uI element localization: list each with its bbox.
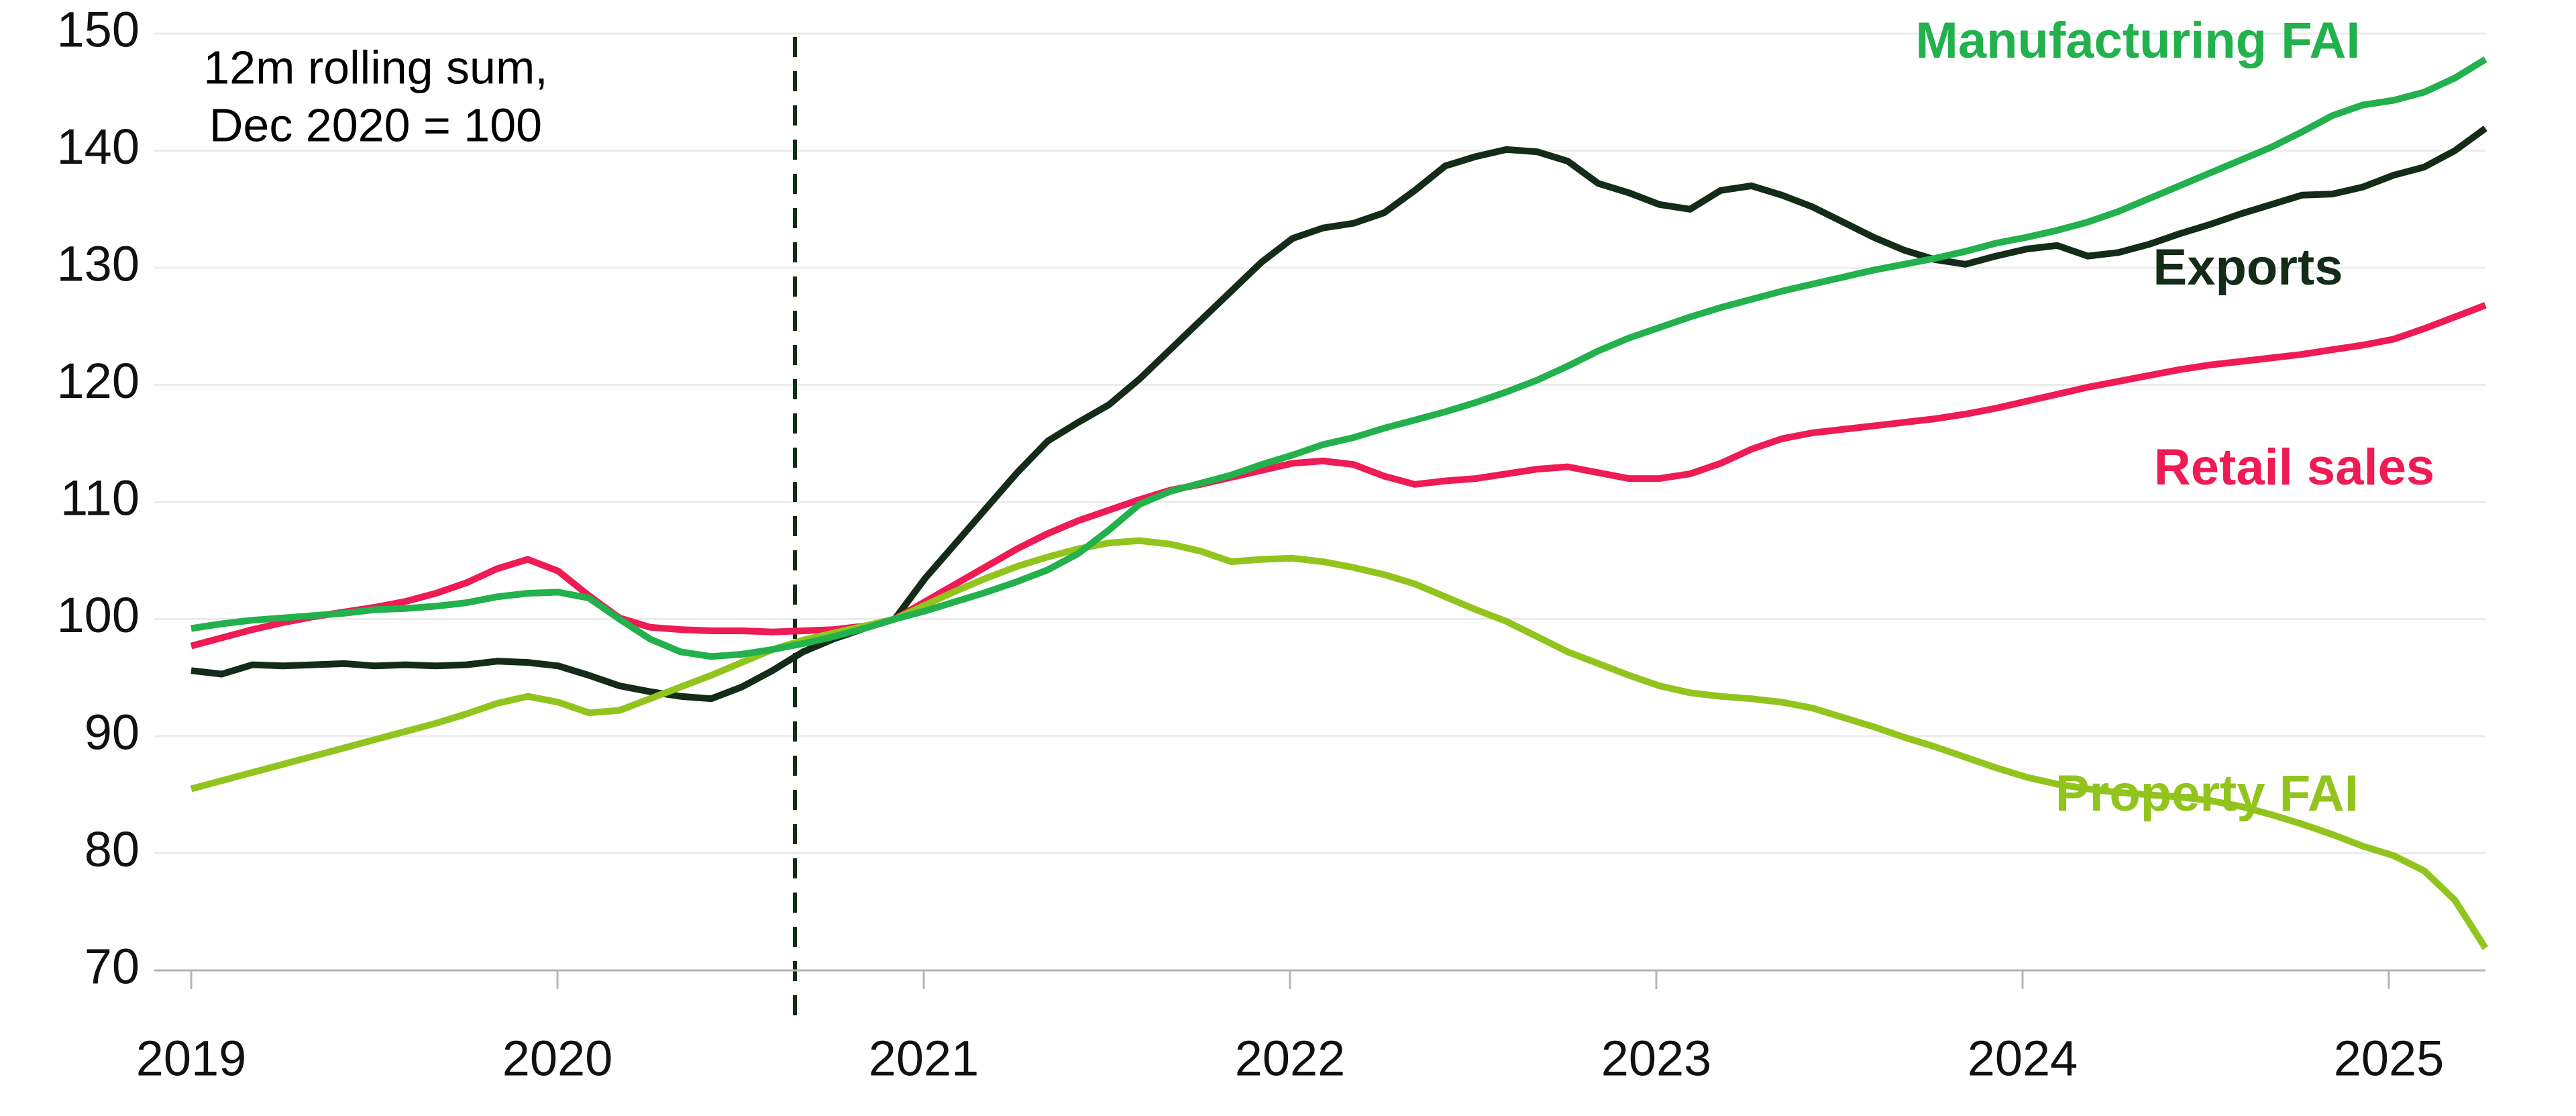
x-axis-label: 2025: [2334, 1031, 2445, 1086]
y-axis-label: 120: [57, 353, 140, 409]
y-axis-label: 140: [57, 119, 140, 174]
y-axis-label: 130: [57, 236, 140, 292]
series-line-retail-sales: [190, 302, 2487, 650]
legend-label-retail-sales: Retail sales: [2154, 439, 2434, 496]
y-axis-label: 110: [60, 470, 140, 526]
series-line-exports: [191, 125, 2487, 703]
legend-label-property-fai: Property FAI: [2055, 765, 2359, 822]
x-axis: 2019 2020 2021 2022 2023 2024 2025: [136, 969, 2485, 1086]
annotation-line-2: Dec 2020 = 100: [209, 99, 542, 151]
y-axis-label: 80: [85, 821, 140, 877]
x-axis-label: 2019: [136, 1031, 247, 1086]
legend-label-exports: Exports: [2153, 239, 2343, 296]
gridlines: [154, 32, 2485, 854]
x-axis-label: 2021: [869, 1031, 979, 1086]
y-axis: 70 80 90 100 110 120 130 140 150: [57, 2, 140, 995]
x-axis-label: 2020: [502, 1031, 613, 1086]
series-lines: [190, 56, 2489, 950]
x-axis-label: 2024: [1968, 1031, 2078, 1086]
y-axis-label: 90: [85, 705, 140, 760]
series-line-manufacturing-fai: [191, 56, 2487, 660]
y-axis-label: 100: [57, 587, 140, 643]
annotation-line-1: 12m rolling sum,: [203, 41, 548, 93]
x-axis-label: 2023: [1601, 1031, 1712, 1086]
series-line-property-fai: [190, 537, 2489, 950]
y-axis-label: 150: [57, 2, 140, 58]
x-axis-label: 2022: [1235, 1031, 1346, 1086]
legend-label-manufacturing-fai: Manufacturing FAI: [1916, 12, 2361, 69]
y-axis-label: 70: [85, 939, 140, 995]
